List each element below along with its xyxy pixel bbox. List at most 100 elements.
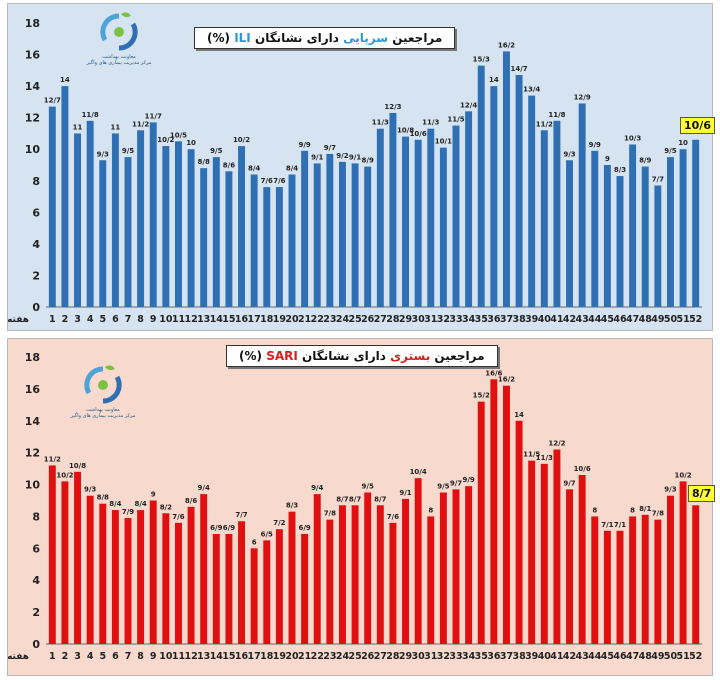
- ili-data-label: 11: [73, 123, 83, 131]
- sari-data-label: 11/2: [44, 455, 61, 463]
- sari-data-label: 7/9: [122, 508, 134, 516]
- ili-xtick-label: 27: [374, 314, 387, 325]
- ili-ytick-label: 2: [32, 269, 40, 282]
- sari-xtick-label: 36: [487, 651, 501, 662]
- ili-ytick-label: 16: [25, 49, 41, 62]
- ili-xtick-label: 18: [260, 314, 274, 325]
- ili-data-label: 9/3: [97, 150, 109, 158]
- ili-bar: [540, 130, 548, 307]
- sari-data-label: 8/6: [185, 497, 197, 505]
- ili-data-label: 11/2: [132, 120, 149, 128]
- ili-xtick-label: 33: [449, 314, 462, 325]
- sari-ytick-label: 4: [32, 574, 40, 587]
- sari-data-label: 10/4: [410, 468, 427, 476]
- ili-data-label: 8/3: [614, 166, 626, 174]
- ili-xtick-label: 20: [285, 314, 299, 325]
- sari-data-label: 9/3: [84, 486, 96, 494]
- ili-data-label: 10/6: [410, 130, 427, 138]
- ili-data-label: 11/3: [372, 119, 389, 127]
- ili-bar: [603, 165, 611, 307]
- ili-bar: [439, 147, 447, 307]
- ili-bar: [187, 149, 195, 307]
- ili-xtick-label: 26: [361, 314, 375, 325]
- sari-data-label: 16/6: [485, 369, 502, 377]
- ili-data-label: 10/1: [435, 138, 452, 146]
- ili-bar: [654, 185, 662, 307]
- ili-bar: [74, 133, 82, 307]
- ili-data-label: 11/7: [145, 112, 162, 120]
- ili-xtick-label: 23: [323, 314, 336, 325]
- sari-xtick-label: 17: [248, 651, 261, 662]
- ili-data-label: 9/1: [311, 153, 323, 161]
- sari-xtick-label: 38: [512, 651, 526, 662]
- sari-title-accent: بستری: [390, 349, 431, 363]
- sari-data-label: 9/4: [311, 484, 323, 492]
- ili-xtick-label: 17: [248, 314, 261, 325]
- sari-xtick-label: 29: [399, 651, 412, 662]
- ili-bar: [553, 120, 561, 307]
- sari-data-label: 8/7: [349, 495, 361, 503]
- ili-data-label: 12/9: [574, 93, 591, 101]
- sari-xtick-label: 20: [285, 651, 299, 662]
- ili-ytick-label: 4: [32, 238, 40, 251]
- sari-bar: [275, 529, 283, 644]
- ili-data-label: 13/4: [523, 86, 540, 94]
- ili-xtick-label: 1: [49, 314, 56, 325]
- sari-data-label: 9/9: [462, 476, 474, 484]
- ili-xtick-label: 3: [74, 314, 81, 325]
- ili-xtick-label: 38: [512, 314, 526, 325]
- sari-xtick-label: 42: [563, 651, 576, 662]
- ili-bar: [48, 106, 56, 307]
- ili-data-label: 11/2: [536, 120, 553, 128]
- ili-data-label: 10: [186, 139, 196, 147]
- ili-bar: [238, 146, 246, 307]
- sari-bar: [641, 514, 649, 644]
- ili-latest-value-badge: 10/6: [680, 117, 715, 134]
- sari-data-label: 7/6: [387, 513, 399, 521]
- ili-ytick-label: 14: [25, 80, 41, 93]
- ili-data-label: 10/8: [397, 127, 414, 135]
- sari-data-label: 9/5: [437, 483, 449, 491]
- sari-data-label: 6/5: [261, 530, 273, 538]
- sari-title-suffix: (%): [239, 349, 262, 363]
- ili-xtick-label: 35: [475, 314, 488, 325]
- ili-logo-line1: معاونت بهداشت: [102, 54, 136, 60]
- ili-data-label: 8/8: [198, 158, 210, 166]
- ili-xtick-label: 40: [538, 314, 552, 325]
- sari-data-label: 7/6: [172, 513, 184, 521]
- sari-xtick-label: 5: [99, 651, 106, 662]
- sari-bar: [137, 510, 145, 644]
- ili-bar: [578, 103, 586, 307]
- sari-data-label: 7/1: [601, 521, 613, 529]
- ili-logo-line2: مرکز مدیریت بیماری های واگیر: [86, 60, 152, 66]
- sari-data-label: 8/4: [109, 500, 121, 508]
- ili-data-label: 9/1: [349, 153, 361, 161]
- sari-bar: [225, 533, 233, 644]
- sari-xtick-label: 4: [87, 651, 94, 662]
- ili-data-label: 11/5: [447, 116, 464, 124]
- ili-bar: [502, 51, 510, 308]
- sari-data-label: 9/5: [362, 483, 374, 491]
- ili-bar: [288, 174, 296, 307]
- sari-data-label: 9/3: [664, 486, 676, 494]
- sari-ytick-label: 16: [25, 383, 41, 396]
- ili-xtick-label: 51: [676, 314, 689, 325]
- ili-data-label: 9/2: [336, 152, 348, 160]
- ili-data-label: 8/9: [362, 157, 374, 165]
- sari-xtick-label: 13: [197, 651, 210, 662]
- ili-data-label: 14: [489, 76, 499, 84]
- ili-data-label: 11: [111, 123, 121, 131]
- ili-bar: [402, 136, 410, 307]
- sari-bar: [124, 518, 132, 644]
- sari-xtick-label: 6: [112, 651, 119, 662]
- ili-bar: [250, 174, 258, 307]
- sari-data-label: 12/2: [548, 439, 565, 447]
- ili-data-label: 10/3: [624, 134, 641, 142]
- sari-xtick-label: 3: [74, 651, 81, 662]
- ili-bar: [212, 157, 220, 307]
- sari-chart-title: مراجعین بستری دارای نشانگان SARI (%): [226, 345, 498, 367]
- ili-bar: [477, 65, 485, 307]
- sari-logo-line1: معاونت بهداشت: [86, 407, 120, 413]
- ili-bar: [313, 163, 321, 307]
- sari-xtick-label: 23: [323, 651, 336, 662]
